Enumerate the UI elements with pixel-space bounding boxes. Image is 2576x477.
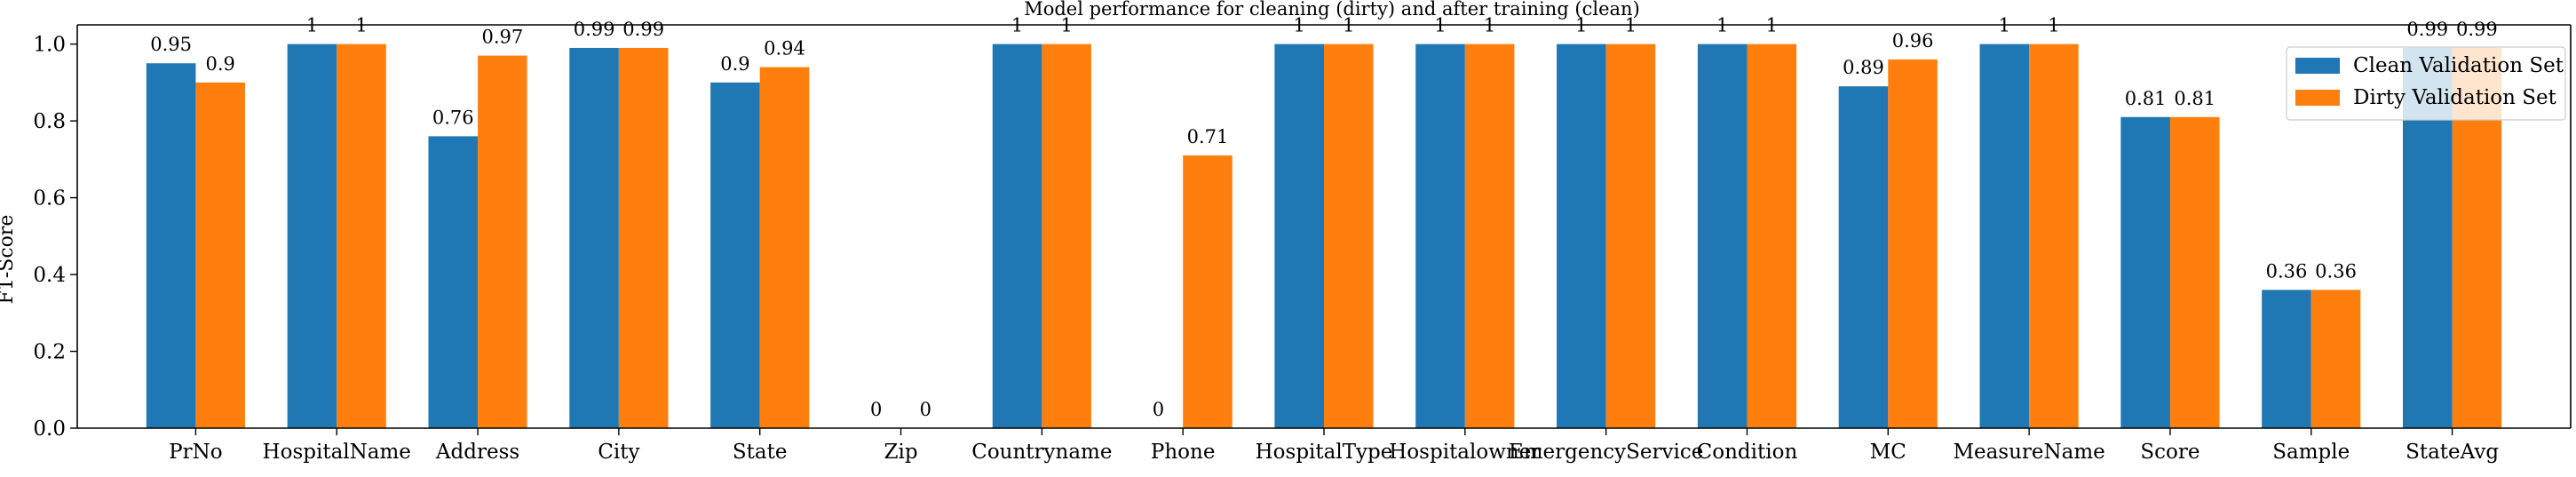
bar-dirty-validation-set-hospitaltype xyxy=(1324,44,1374,429)
bar-dirty-validation-set-sample xyxy=(2310,290,2361,428)
bar-clean-validation-set-condition xyxy=(1697,44,1748,429)
bar-dirty-validation-set-mc xyxy=(1888,59,1938,428)
bar-clean-validation-set-sample xyxy=(2262,290,2311,428)
legend-swatch xyxy=(2295,90,2340,106)
x-tick-label: Condition xyxy=(1697,441,1798,464)
bar-dirty-validation-set-prno xyxy=(195,82,245,429)
legend-label: Dirty Validation Set xyxy=(2353,86,2557,109)
bar-clean-validation-set-emergencyservice xyxy=(1557,44,1606,429)
data-label: 0.76 xyxy=(432,107,474,128)
x-tick-label: MeasureName xyxy=(1953,441,2104,464)
chart-title: Model performance for cleaning (dirty) a… xyxy=(1024,0,1640,20)
bar-dirty-validation-set-countryname xyxy=(1042,44,1091,429)
legend: Clean Validation Set Dirty Validation Set xyxy=(2286,46,2566,121)
bar-dirty-validation-set-city xyxy=(618,47,669,428)
data-label: 0.71 xyxy=(1187,126,1229,147)
bar-dirty-validation-set-phone xyxy=(1183,155,1233,428)
bar-clean-validation-set-hospitaltype xyxy=(1274,44,1324,429)
x-tick-label: Sample xyxy=(2272,441,2350,464)
data-label: 0.99 xyxy=(622,19,664,40)
y-tick-label: 0.2 xyxy=(33,341,66,364)
data-label: 0.95 xyxy=(150,34,192,55)
legend-swatch xyxy=(2295,58,2340,74)
y-tick-label: 0.0 xyxy=(33,417,66,441)
bar-dirty-validation-set-score xyxy=(2169,116,2220,428)
x-tick-label: EmergencyService xyxy=(1509,441,1703,464)
bar-clean-validation-set-countryname xyxy=(992,44,1042,429)
bars-layer xyxy=(146,44,2502,429)
data-label: 0.36 xyxy=(2266,260,2308,282)
x-tick-label: HospitalType xyxy=(1256,441,1393,464)
x-tick-label: Countryname xyxy=(971,441,1112,464)
y-axis-label: F1-Score xyxy=(0,215,18,305)
data-label: 0.99 xyxy=(2456,19,2498,40)
x-tick-label: State xyxy=(733,441,788,464)
bar-clean-validation-set-measurename xyxy=(1979,44,2030,429)
bar-clean-validation-set-address xyxy=(428,136,479,428)
y-tick-label: 0.6 xyxy=(33,187,66,211)
x-tick-label: MC xyxy=(1870,441,1906,464)
bar-dirty-validation-set-emergencyservice xyxy=(1605,44,1656,429)
y-tick-label: 1.0 xyxy=(33,34,66,57)
x-tick-label: Hospitalowner xyxy=(1389,441,1541,464)
data-label: 0 xyxy=(920,399,931,420)
bar-clean-validation-set-prno xyxy=(146,63,196,429)
data-label: 0.89 xyxy=(1843,57,1884,78)
bar-dirty-validation-set-state xyxy=(759,67,810,428)
x-tick-label: HospitalName xyxy=(263,441,411,464)
x-tick-label: Score xyxy=(2140,441,2200,464)
legend-label: Clean Validation Set xyxy=(2353,54,2564,77)
data-label: 0.96 xyxy=(1892,30,1934,52)
data-label: 0.97 xyxy=(481,27,523,48)
bar-dirty-validation-set-condition xyxy=(1747,44,1797,429)
data-label: 0.36 xyxy=(2315,260,2357,282)
bar-dirty-validation-set-address xyxy=(478,55,527,429)
data-label: 0.81 xyxy=(2174,88,2215,109)
bar-clean-validation-set-mc xyxy=(1838,86,1889,429)
x-tick-label: Zip xyxy=(884,441,917,464)
y-tick-label: 0.4 xyxy=(33,264,66,287)
x-tick-label: Phone xyxy=(1151,441,1216,464)
x-tick-label: Address xyxy=(435,441,519,464)
data-label: 0.9 xyxy=(206,53,235,75)
data-label: 0 xyxy=(870,399,882,420)
data-label: 0.99 xyxy=(574,19,615,40)
data-label: 0 xyxy=(1153,399,1164,420)
axes-layer: 0.0 0.2 0.4 0.6 0.8 1.0 PrNo HospitalName Addres… xyxy=(33,24,2572,464)
x-tick-label: StateAvg xyxy=(2406,441,2499,464)
x-tick-label: City xyxy=(598,441,639,464)
legend-box xyxy=(2286,46,2566,121)
data-label: 0.94 xyxy=(764,38,805,60)
bar-clean-validation-set-hospitalowner xyxy=(1415,44,1465,429)
bar-dirty-validation-set-hospitalname xyxy=(337,44,386,429)
bar-clean-validation-set-state xyxy=(710,82,760,429)
bar-clean-validation-set-city xyxy=(569,47,619,428)
data-label: 0.9 xyxy=(720,53,749,75)
data-label: 0.81 xyxy=(2125,88,2167,109)
data-label: 0.99 xyxy=(2406,19,2448,40)
x-tick-label: PrNo xyxy=(169,441,222,464)
bar-clean-validation-set-score xyxy=(2120,116,2170,428)
bar-dirty-validation-set-hospitalowner xyxy=(1464,44,1515,429)
y-tick-label: 0.8 xyxy=(33,110,66,133)
bar-clean-validation-set-hospitalname xyxy=(287,44,337,429)
bar-dirty-validation-set-measurename xyxy=(2029,44,2079,429)
